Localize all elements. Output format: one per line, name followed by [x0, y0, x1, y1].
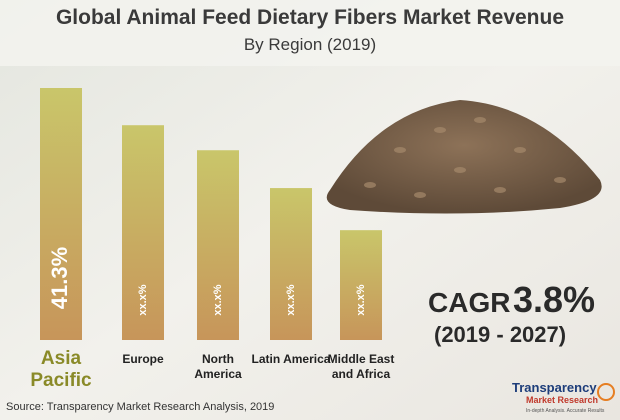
source: Source: Transparency Market Research Ana… [6, 401, 274, 413]
title-band [0, 0, 620, 66]
value-label: xx.x% [137, 284, 149, 315]
bar [122, 125, 164, 340]
chart-title: Global Animal Feed Dietary Fibers Market… [56, 6, 564, 29]
category-label: Latin America [251, 352, 331, 366]
category-label: Europe [122, 352, 164, 366]
category-label: Middle East and Africa [327, 352, 395, 381]
logo-name2: Market Research [526, 395, 598, 405]
category-label: North America [194, 352, 242, 381]
value-label: xx.x% [355, 284, 367, 315]
value-label: xx.x% [285, 284, 297, 315]
pellet-texture [364, 117, 566, 198]
value-label: xx.x% [212, 284, 224, 315]
pellet-pile [326, 100, 602, 214]
bar [197, 150, 239, 340]
cagr-period: (2019 - 2027) [434, 322, 566, 347]
cagr-label: CAGR [428, 287, 510, 318]
bar [40, 88, 82, 340]
logo-icon [597, 383, 615, 401]
bar [270, 188, 312, 340]
value-label: 41.3% [47, 247, 72, 309]
logo-name: Transparency [512, 380, 597, 395]
category-label: Asia Pacific [30, 348, 92, 391]
cagr-value: 3.8% [513, 279, 595, 320]
chart-subtitle: By Region (2019) [244, 35, 376, 54]
logo-tagline: In-depth Analysis. Accurate Results [526, 408, 605, 414]
bar [340, 230, 382, 340]
